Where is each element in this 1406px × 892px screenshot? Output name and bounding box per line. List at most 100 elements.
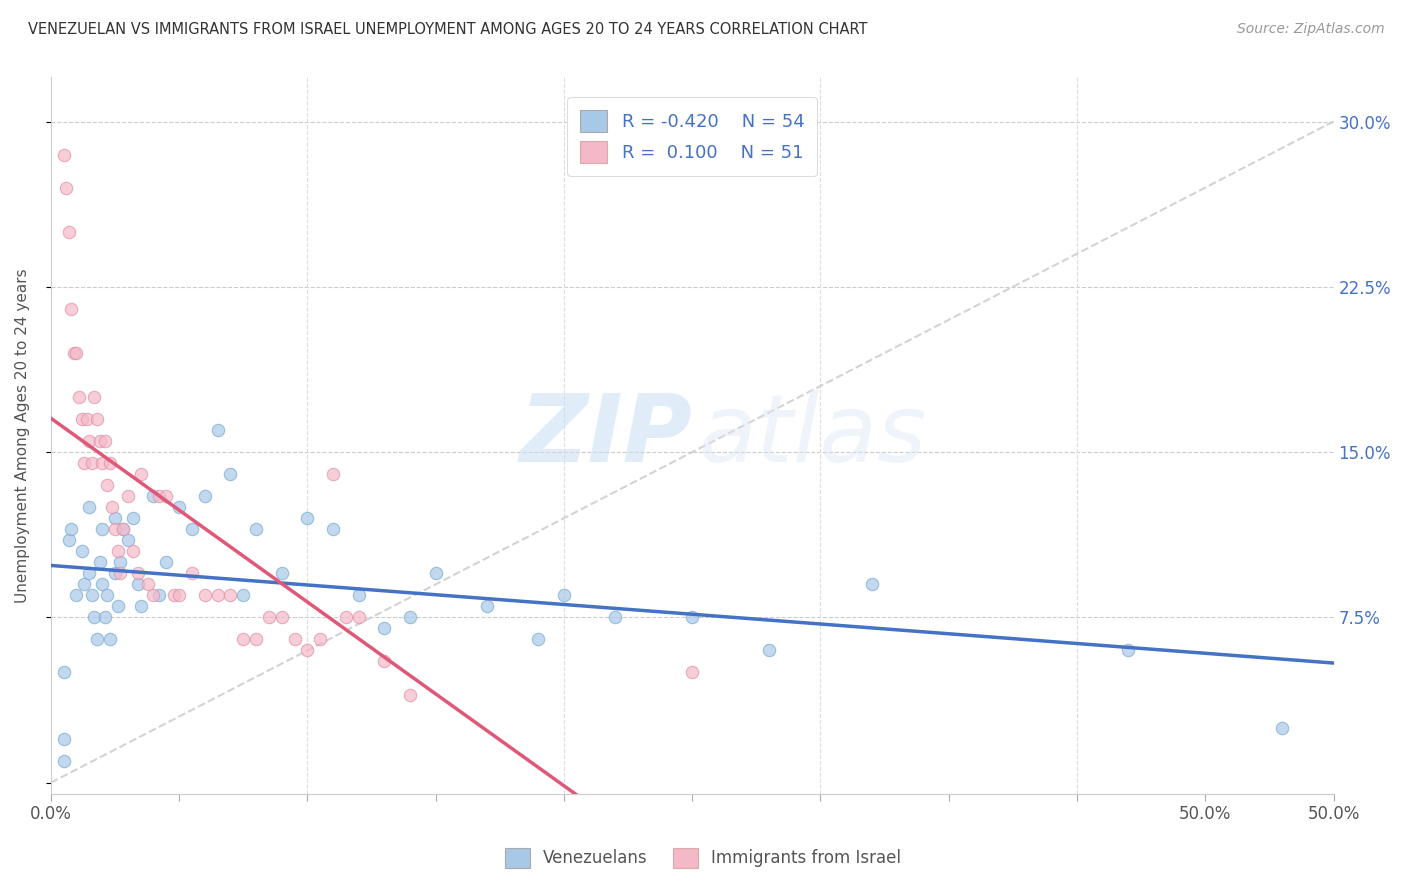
Point: [98, 632, 121, 647]
Point: [232, 632, 254, 647]
Point: [207, 588, 229, 602]
Point: [52, 147, 75, 161]
Point: [399, 610, 422, 624]
Point: [148, 489, 170, 503]
Point: [79, 500, 101, 515]
Point: [117, 489, 139, 503]
Point: [860, 577, 883, 591]
Point: [475, 599, 498, 614]
Point: [104, 522, 127, 536]
Point: [91, 577, 114, 591]
Point: [101, 500, 124, 515]
Point: [1271, 721, 1294, 735]
Legend: R = -0.420    N = 54, R =  0.100    N = 51: R = -0.420 N = 54, R = 0.100 N = 51: [568, 97, 817, 176]
Point: [60, 301, 83, 316]
Y-axis label: Unemployment Among Ages 20 to 24 years: Unemployment Among Ages 20 to 24 years: [15, 268, 30, 603]
Point: [347, 610, 370, 624]
Point: [58, 533, 80, 548]
Point: [527, 632, 550, 647]
Point: [681, 610, 703, 624]
Point: [89, 555, 111, 569]
Point: [52, 754, 75, 768]
Text: Source: ZipAtlas.com: Source: ZipAtlas.com: [1237, 22, 1385, 37]
Point: [605, 610, 627, 624]
Point: [194, 588, 217, 602]
Point: [98, 456, 121, 470]
Point: [104, 566, 127, 581]
Point: [80, 588, 103, 602]
Point: [83, 610, 105, 624]
Point: [373, 655, 395, 669]
Point: [96, 478, 118, 492]
Point: [155, 489, 177, 503]
Point: [108, 566, 131, 581]
Point: [122, 511, 145, 525]
Point: [73, 577, 96, 591]
Point: [52, 665, 75, 680]
Point: [117, 533, 139, 548]
Point: [122, 544, 145, 558]
Point: [73, 456, 96, 470]
Point: [91, 456, 114, 470]
Point: [335, 610, 357, 624]
Point: [70, 412, 93, 426]
Point: [181, 522, 204, 536]
Point: [96, 588, 118, 602]
Point: [136, 577, 159, 591]
Point: [142, 588, 165, 602]
Point: [89, 434, 111, 448]
Point: [79, 434, 101, 448]
Point: [309, 632, 332, 647]
Point: [425, 566, 447, 581]
Point: [373, 621, 395, 635]
Point: [63, 346, 86, 360]
Point: [142, 489, 165, 503]
Point: [148, 588, 170, 602]
Point: [65, 588, 87, 602]
Point: [67, 390, 90, 404]
Text: ZIP: ZIP: [519, 390, 692, 482]
Point: [76, 412, 98, 426]
Point: [83, 390, 105, 404]
Point: [60, 522, 83, 536]
Point: [127, 566, 149, 581]
Point: [1116, 643, 1139, 657]
Legend: Venezuelans, Immigrants from Israel: Venezuelans, Immigrants from Israel: [498, 841, 908, 875]
Point: [80, 456, 103, 470]
Point: [322, 467, 344, 482]
Point: [129, 467, 152, 482]
Point: [758, 643, 780, 657]
Point: [108, 555, 131, 569]
Point: [155, 555, 177, 569]
Point: [270, 566, 292, 581]
Point: [399, 688, 422, 702]
Point: [127, 577, 149, 591]
Point: [232, 588, 254, 602]
Point: [167, 500, 190, 515]
Point: [219, 588, 242, 602]
Point: [58, 225, 80, 239]
Point: [347, 588, 370, 602]
Point: [93, 610, 115, 624]
Point: [111, 522, 134, 536]
Point: [270, 610, 292, 624]
Point: [181, 566, 204, 581]
Text: atlas: atlas: [699, 390, 927, 481]
Point: [553, 588, 575, 602]
Point: [167, 588, 190, 602]
Point: [111, 522, 134, 536]
Point: [86, 632, 108, 647]
Point: [129, 599, 152, 614]
Point: [245, 632, 267, 647]
Point: [91, 522, 114, 536]
Point: [207, 423, 229, 437]
Point: [79, 566, 101, 581]
Point: [107, 599, 129, 614]
Point: [163, 588, 186, 602]
Text: VENEZUELAN VS IMMIGRANTS FROM ISRAEL UNEMPLOYMENT AMONG AGES 20 TO 24 YEARS CORR: VENEZUELAN VS IMMIGRANTS FROM ISRAEL UNE…: [28, 22, 868, 37]
Point: [297, 643, 319, 657]
Point: [297, 511, 319, 525]
Point: [93, 434, 115, 448]
Point: [52, 731, 75, 746]
Point: [65, 346, 87, 360]
